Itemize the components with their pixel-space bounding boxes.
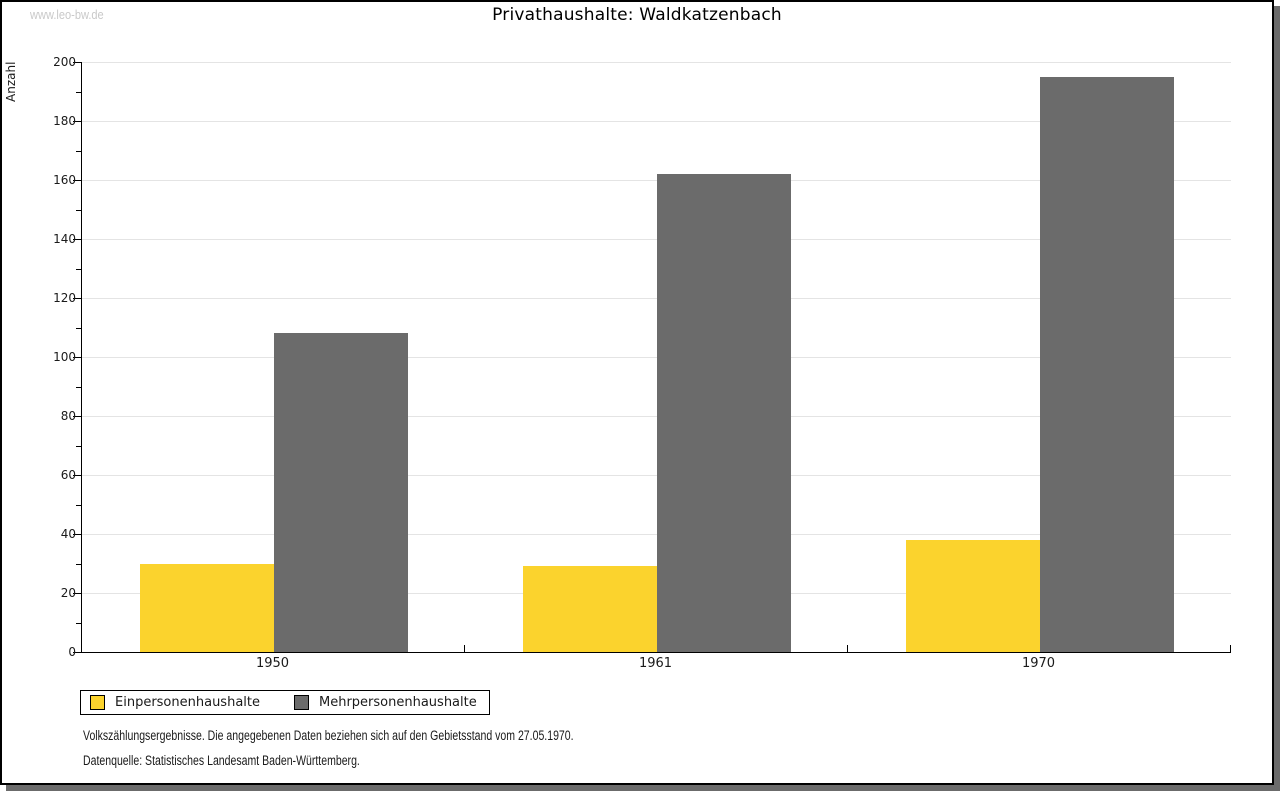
- x-tick-label-1950: 1950: [255, 656, 290, 671]
- bar-Einpersonenhaushalte-1950: [139, 563, 274, 652]
- y-tick-label-160: 160: [53, 173, 76, 187]
- y-tick-label-20: 20: [60, 586, 76, 600]
- y-tick-major-180: [73, 121, 81, 122]
- x-tick-label-1961: 1961: [638, 656, 673, 671]
- legend-label-Einpersonenhaushalte: Einpersonenhaushalte: [115, 695, 260, 710]
- x-tick-2: [847, 645, 848, 652]
- y-tick-minor-90: [76, 386, 81, 388]
- y-tick-minor-150: [76, 209, 81, 211]
- y-tick-label-80: 80: [60, 409, 76, 423]
- y-tick-major-60: [73, 475, 81, 476]
- bar-Mehrpersonenhaushalte-1970: [1039, 76, 1174, 652]
- y-tick-minor-110: [76, 327, 81, 329]
- y-tick-major-200: [73, 62, 81, 63]
- y-tick-minor-10: [76, 622, 81, 624]
- bar-Mehrpersonenhaushalte-1950: [273, 333, 408, 652]
- y-tick-minor-190: [76, 91, 81, 93]
- watermark-url: www.leo-bw.de: [30, 7, 104, 22]
- y-tick-label-120: 120: [53, 291, 76, 305]
- legend-item-Einpersonenhaushalte: Einpersonenhaushalte: [90, 695, 260, 710]
- y-tick-major-100: [73, 357, 81, 358]
- bar-Einpersonenhaushalte-1970: [905, 539, 1040, 652]
- gridline-200: [82, 62, 1231, 63]
- x-tick-label-1970: 1970: [1021, 656, 1056, 671]
- y-tick-major-80: [73, 416, 81, 417]
- y-tick-label-40: 40: [60, 527, 76, 541]
- plot-area: [81, 62, 1231, 653]
- bar-Mehrpersonenhaushalte-1961: [656, 174, 791, 652]
- y-tick-major-140: [73, 239, 81, 240]
- y-tick-major-0: [73, 652, 81, 653]
- y-tick-label-100: 100: [53, 350, 76, 364]
- y-tick-label-180: 180: [53, 114, 76, 128]
- y-tick-minor-70: [76, 445, 81, 447]
- y-tick-major-160: [73, 180, 81, 181]
- y-tick-major-20: [73, 593, 81, 594]
- y-axis-title: Anzahl: [4, 61, 18, 102]
- legend-label-Mehrpersonenhaushalte: Mehrpersonenhaushalte: [319, 695, 477, 710]
- x-tick-3: [1230, 645, 1231, 652]
- y-tick-minor-170: [76, 150, 81, 152]
- y-tick-minor-130: [76, 268, 81, 270]
- legend-box: Einpersonenhaushalte Mehrpersonenhaushalt…: [80, 690, 490, 715]
- y-tick-label-0: 0: [68, 645, 76, 659]
- gridline-180: [82, 121, 1231, 122]
- y-tick-major-120: [73, 298, 81, 299]
- x-tick-1: [464, 645, 465, 652]
- y-tick-major-40: [73, 534, 81, 535]
- y-tick-label-140: 140: [53, 232, 76, 246]
- footnote-line-2: Datenquelle: Statistisches Landesamt Bad…: [83, 753, 360, 768]
- y-tick-minor-50: [76, 504, 81, 506]
- y-tick-minor-30: [76, 563, 81, 565]
- footnote-line-1: Volkszählungsergebnisse. Die angegebenen…: [83, 728, 574, 743]
- legend-item-Mehrpersonenhaushalte: Mehrpersonenhaushalte: [294, 695, 477, 710]
- legend-swatch-Mehrpersonenhaushalte: [294, 695, 309, 710]
- bar-Einpersonenhaushalte-1961: [522, 566, 657, 652]
- y-tick-label-60: 60: [60, 468, 76, 482]
- chart-title: Privathaushalte: Waldkatzenbach: [492, 5, 782, 25]
- y-tick-label-200: 200: [53, 55, 76, 69]
- legend-swatch-Einpersonenhaushalte: [90, 695, 105, 710]
